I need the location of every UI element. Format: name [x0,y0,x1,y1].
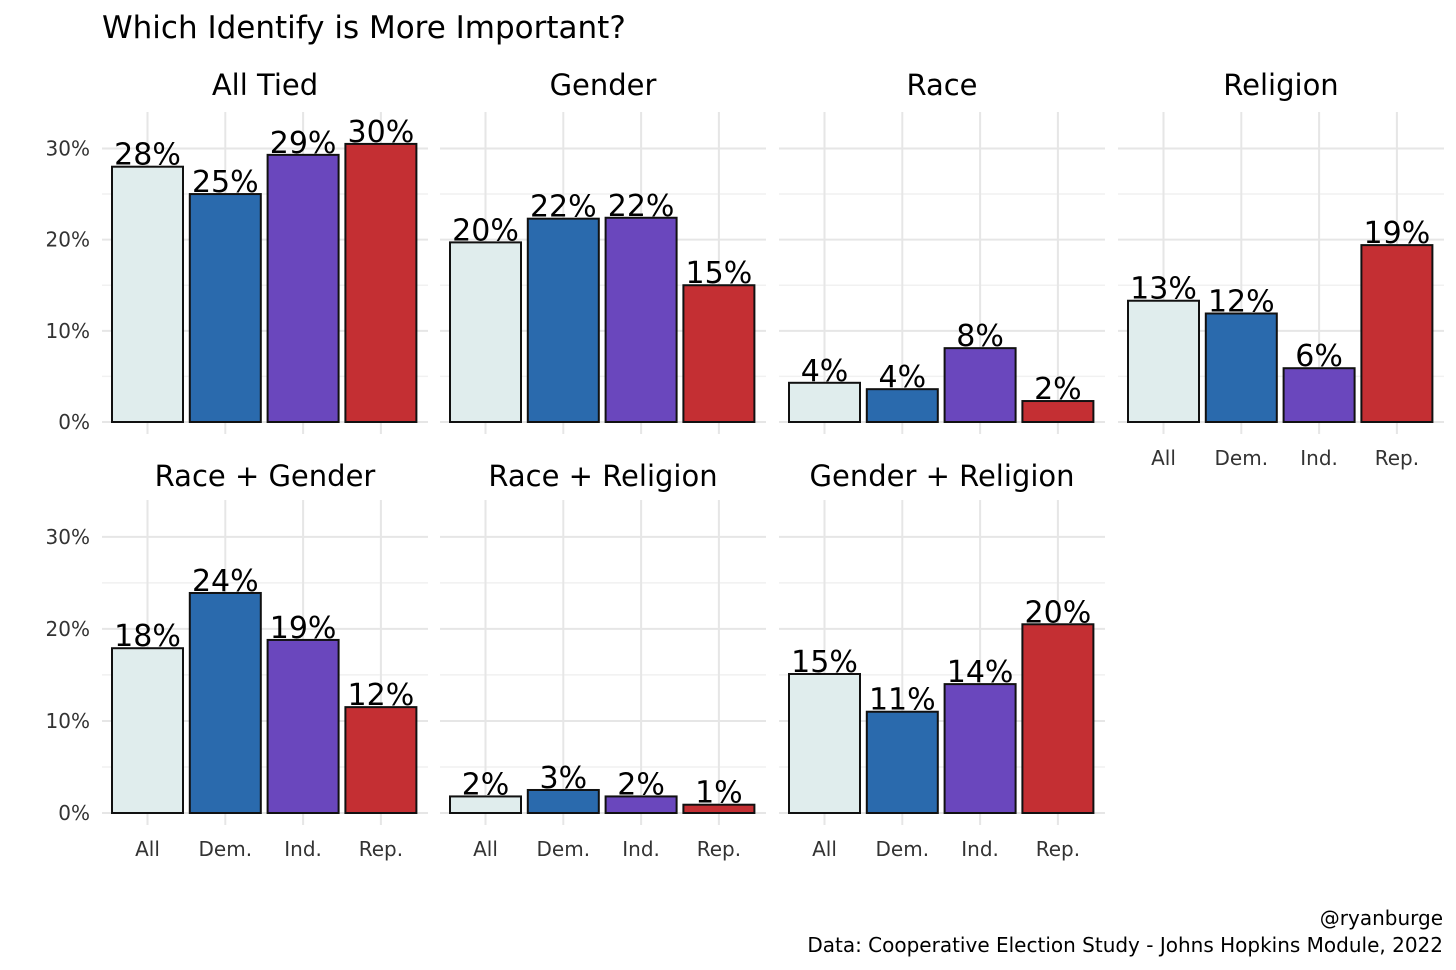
bar-race-gender-all [111,647,184,815]
value-label: 22% [530,190,597,225]
y-tick-label: 30% [46,136,90,160]
value-label: 25% [192,165,259,200]
panel-title-gender: Gender [550,68,657,102]
value-label: 19% [270,611,337,646]
panel-race-religion: Race + Religion 2% 3% 2% 1% All Dem. Ind. Rep. [440,459,766,861]
bar-gender-religion-rep [1021,623,1095,814]
value-label: 29% [270,126,337,161]
bar-race-ind [943,347,1017,424]
value-label: 13% [1130,272,1197,307]
bar-race-rep [1021,400,1095,424]
caption-source: Data: Cooperative Election Study - Johns… [807,933,1443,957]
bar-all-tied-all [111,165,184,423]
panel-gender: Gender 20% 22% 22% 15% [440,68,766,434]
value-label: 2% [1034,372,1082,407]
y-tick-label: 20% [46,228,90,252]
bar-gender-rep [682,284,756,423]
x-tick-label: All [135,837,160,861]
value-label: 1% [695,776,743,811]
value-label: 14% [947,655,1014,690]
value-label: 28% [114,138,181,173]
panel-title-race-religion: Race + Religion [488,459,717,493]
x-tick-label: Ind. [961,837,999,861]
chart-panels: All Tied 0% 10% 20% 30% 28% 25% 29% 30% Gender 20%… [46,68,1444,861]
chart-title: Which Identify is More Important? [102,10,626,46]
bar-race-dem [865,388,939,424]
value-label: 3% [540,761,588,796]
bar-religion-all [1127,299,1200,423]
bar-religion-ind [1282,367,1356,423]
panel-gender-religion: Gender + Religion 15% 11% 14% 20% All Dem. Ind.… [779,459,1105,861]
x-tick-label: Dem. [537,837,591,861]
panel-all-tied: All Tied 0% 10% 20% 30% 28% 25% 29% 30% [46,68,428,434]
bar-religion-rep [1360,244,1434,423]
bar-race-religion-rep [682,803,756,815]
value-label: 15% [686,256,753,291]
value-label: 4% [801,354,849,389]
bar-gender-religion-ind [943,683,1017,815]
bar-all-tied-dem [188,193,262,423]
bar-race-religion-ind [604,795,678,814]
panel-religion: Religion 13% 12% 6% 19% All Dem. Ind. Rep. [1118,68,1444,470]
value-label: 11% [869,683,936,718]
value-label: 30% [348,115,415,150]
y-tick-label: 10% [46,319,90,343]
y-tick-label: 10% [46,709,90,733]
panel-title-all-tied: All Tied [212,68,318,102]
bar-gender-all [449,241,522,423]
y-tick-label: 0% [58,801,90,825]
value-label: 20% [1025,595,1092,630]
value-label: 2% [617,767,665,802]
bar-all-tied-ind [266,153,340,423]
bar-gender-ind [604,216,678,423]
value-label: 22% [608,189,675,224]
y-tick-label: 20% [46,617,90,641]
value-label: 18% [114,619,181,654]
x-tick-label: Dem. [1215,446,1269,470]
panel-race: Race 4% 4% 8% 2% [779,68,1105,434]
x-tick-label: All [473,837,498,861]
value-label: 8% [956,319,1004,354]
bar-race-gender-ind [266,638,340,814]
bar-race-gender-dem [188,591,262,815]
x-tick-label: Rep. [1375,446,1419,470]
value-label: 19% [1364,216,1431,251]
panel-title-gender-religion: Gender + Religion [810,459,1075,493]
x-tick-label: All [1151,446,1176,470]
x-tick-label: Ind. [1300,446,1338,470]
panel-title-race: Race [906,68,977,102]
x-tick-label: All [812,837,837,861]
panel-title-religion: Religion [1223,68,1338,102]
x-tick-label: Rep. [359,837,403,861]
bar-gender-religion-dem [865,710,939,814]
x-tick-label: Ind. [284,837,322,861]
bar-religion-dem [1204,312,1278,423]
value-label: 15% [791,645,858,680]
x-tick-label: Rep. [1036,837,1080,861]
value-label: 2% [462,767,510,802]
value-label: 6% [1295,339,1343,374]
value-label: 4% [879,360,927,395]
bar-race-gender-rep [344,706,418,814]
bar-all-tied-rep [344,142,418,423]
y-tick-label: 30% [46,525,90,549]
bar-gender-religion-all [788,672,861,814]
value-label: 12% [348,678,415,713]
x-tick-label: Ind. [622,837,660,861]
x-tick-label: Dem. [876,837,930,861]
caption-author: @ryanburge [1320,906,1443,930]
bar-race-religion-dem [526,788,600,814]
value-label: 12% [1208,285,1275,320]
bar-race-all [788,381,861,424]
panel-title-race-gender: Race + Gender [155,459,376,493]
x-tick-label: Dem. [199,837,253,861]
bar-gender-dem [526,217,600,423]
value-label: 20% [452,213,519,248]
y-tick-label: 0% [58,410,90,434]
x-tick-label: Rep. [697,837,741,861]
value-label: 24% [192,564,259,599]
bar-race-religion-all [449,795,522,814]
panel-race-gender: Race + Gender 0% 10% 20% 30% 18% 24% 19% 12% All D… [46,459,428,861]
